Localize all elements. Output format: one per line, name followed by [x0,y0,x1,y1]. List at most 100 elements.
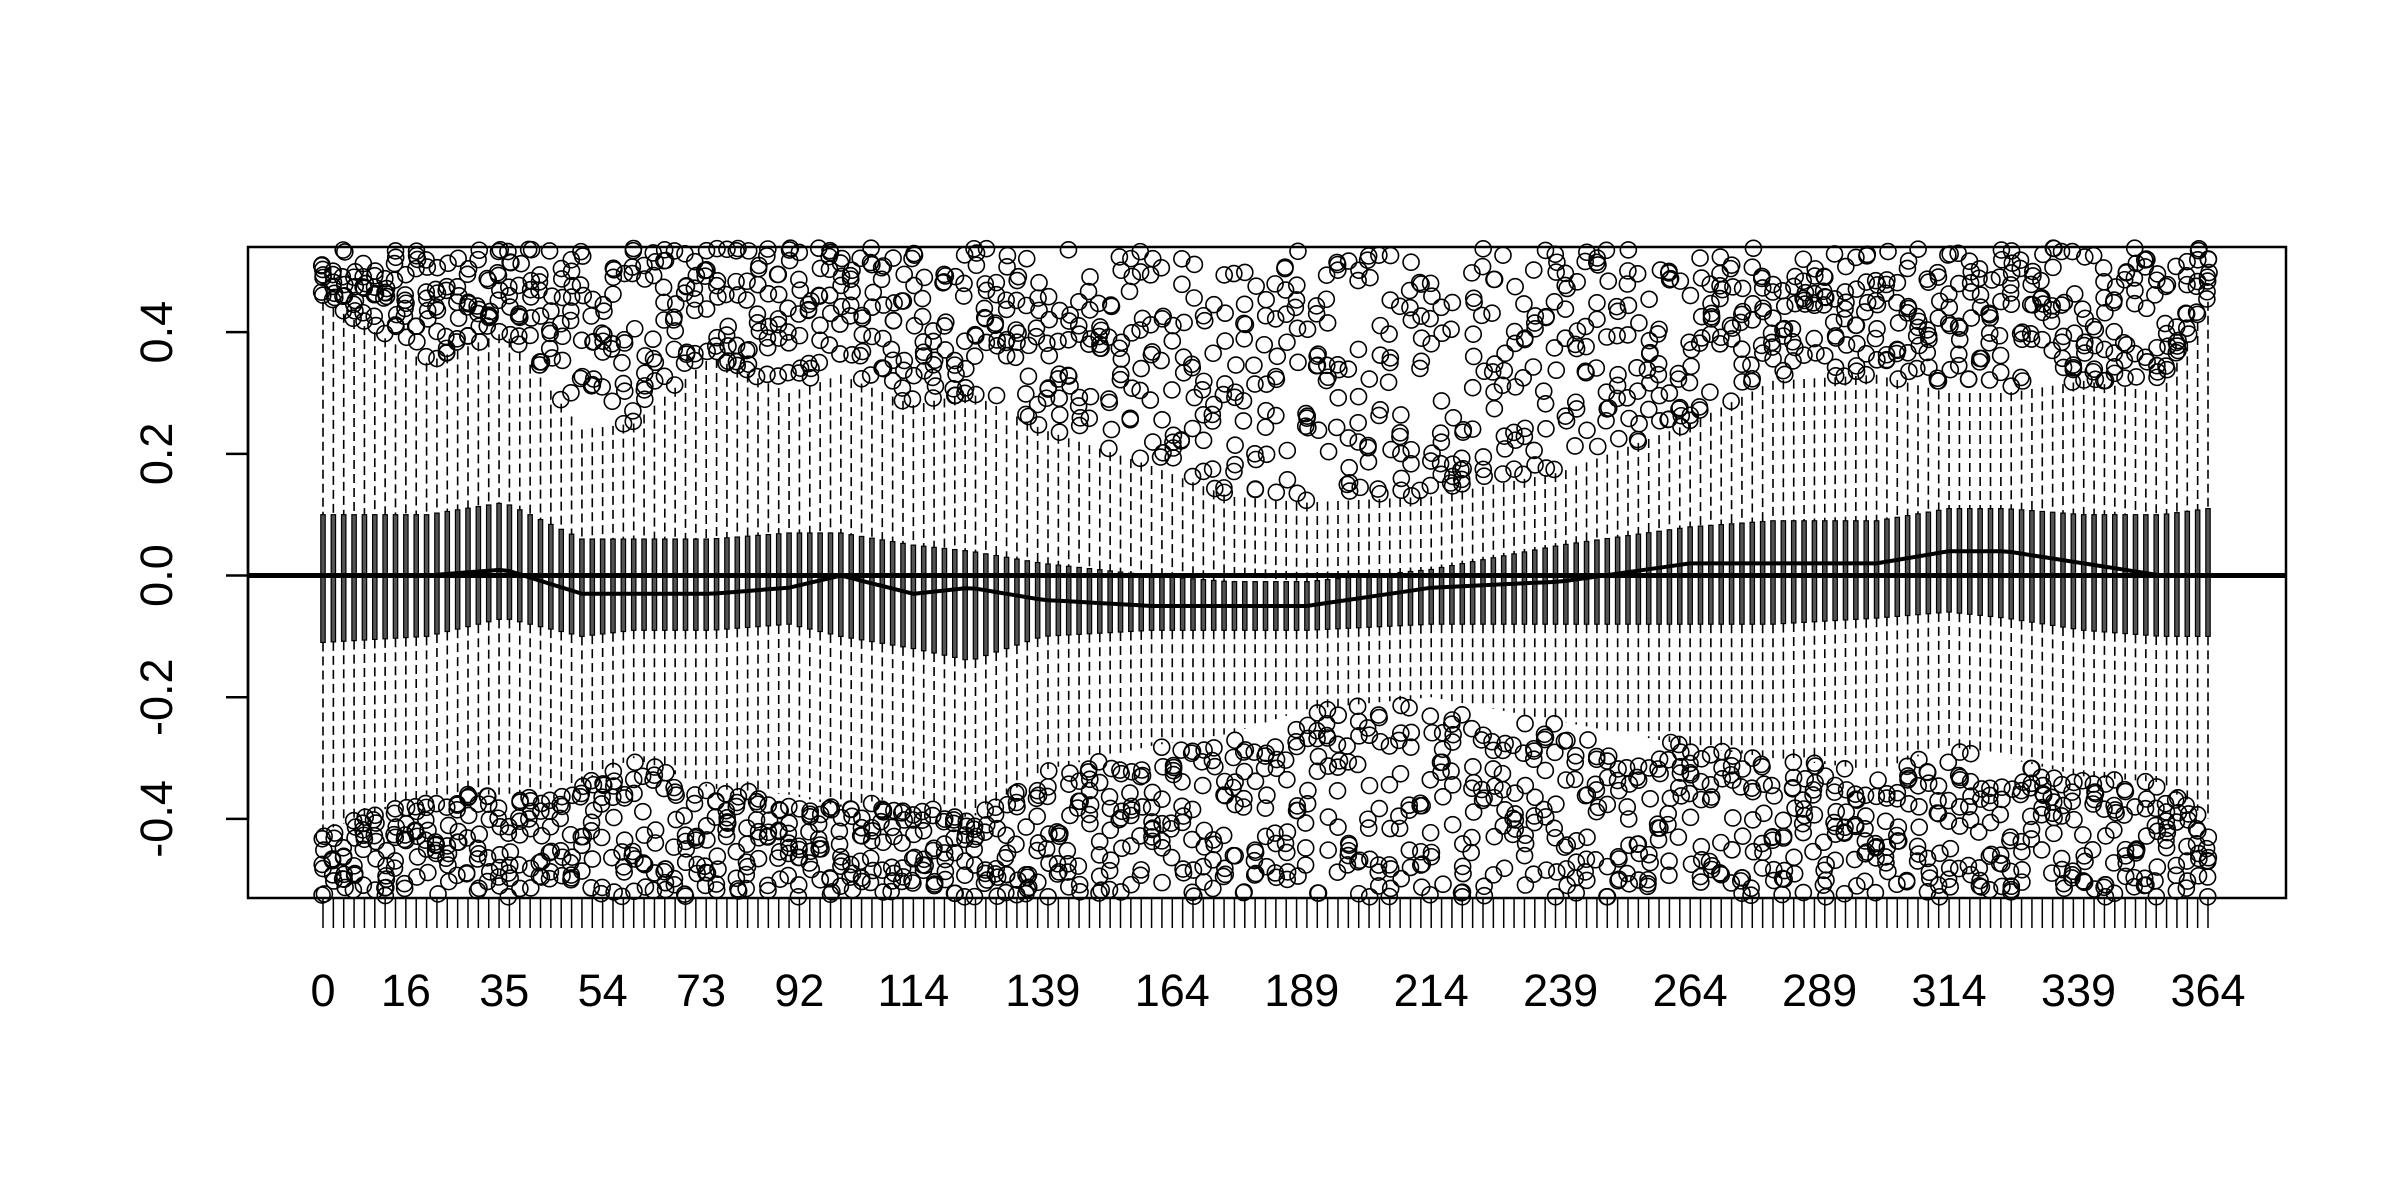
outlier-point [1868,351,1886,369]
outlier-point [1214,867,1233,886]
outlier-point [1328,758,1347,777]
outlier-point [1639,874,1657,893]
outlier-point [1268,347,1287,366]
outlier-point [956,384,974,403]
outlier-point [1214,385,1233,404]
outlier-point [501,843,520,861]
outlier-point [2065,810,2083,829]
outlier-point [852,869,871,887]
outlier-point [924,332,943,351]
outlier-point [1153,839,1172,857]
x-tick-label: 364 [2170,965,2245,1016]
outlier-point [1037,389,1056,408]
outlier-point [613,887,631,906]
outlier-point [1392,444,1410,463]
outlier-point [2199,828,2218,847]
outlier-point [791,281,810,300]
outlier-point [1267,406,1285,425]
outlier-point [1835,760,1854,778]
outlier-point [1443,815,1462,834]
outlier-point [1132,861,1150,879]
outlier-point [572,827,591,846]
outlier-point [1340,836,1358,855]
outlier-point [1246,843,1265,862]
outlier-point [1941,839,1960,858]
iqr-box [1563,543,1569,625]
outlier-point [448,277,467,296]
outlier-point [438,837,457,855]
outlier-point [1339,252,1358,270]
box-day-170 [1200,486,1207,738]
outlier-point [2125,269,2144,287]
outlier-point [1681,411,1699,430]
outlier-point [1225,462,1243,481]
box-day-342 [2091,382,2097,778]
outlier-point [1785,864,1804,883]
outlier-point [872,258,891,277]
outlier-point [1992,250,2011,269]
outlier-point [509,276,528,295]
outlier-point [1338,856,1357,874]
outlier-point [842,855,860,874]
outlier-point [1296,417,1315,435]
outlier-point [1876,848,1895,866]
outlier-point [2075,248,2094,266]
box-day-126 [972,395,979,816]
outlier-point [655,367,674,386]
box-day-36 [506,338,513,794]
outlier-point [1102,420,1121,439]
outlier-point [2033,798,2051,817]
outlier-point [553,351,572,370]
outlier-point [1713,769,1732,788]
outlier-point [1587,359,1606,377]
outlier-point [1234,798,1253,816]
outlier-point [2127,254,2146,273]
box-day-90 [786,393,792,795]
outlier-point [1173,275,1191,294]
outlier-point [551,795,570,814]
outlier-point [1411,796,1429,815]
outlier-point [1733,827,1752,845]
outlier-point [987,273,1006,292]
outlier-point [1164,449,1182,467]
outlier-point [1069,316,1088,335]
outlier-point [1027,789,1046,808]
outlier-point [1444,408,1463,427]
outlier-point [1888,341,1907,360]
outlier-point [1328,781,1347,800]
box-day-218 [1449,492,1455,702]
outlier-point [1431,424,1450,442]
outlier-point [563,276,582,295]
outlier-point [923,806,942,825]
outlier-point [717,285,735,304]
iqr-box [1159,575,1165,631]
outlier-point [625,784,643,803]
outlier-point [1972,790,1990,808]
outlier-point [1888,783,1907,802]
outlier-point [1721,259,1740,278]
outlier-point [687,827,706,846]
outlier-point [1485,270,1504,289]
outlier-point [594,775,612,793]
box-day-28 [465,346,471,795]
box-day-364 [2205,301,2211,819]
outlier-point [2063,869,2081,887]
outlier-point [624,412,643,431]
outlier-point [1402,253,1420,272]
outlier-point [2198,290,2216,308]
outlier-point [1910,818,1929,836]
outlier-point [1421,309,1439,328]
outlier-point [885,801,903,820]
outlier-point [1981,813,2000,832]
outlier-point [852,818,871,837]
outlier-point [1506,277,1524,296]
outlier-point [1795,346,1813,364]
outlier-point [1288,319,1307,338]
outlier-point [967,256,986,275]
outlier-point [1123,267,1142,286]
outlier-point [1794,272,1812,291]
outlier-point [1807,344,1825,362]
outlier-point [1700,852,1719,871]
outlier-point [417,347,435,366]
box-day-166 [1179,478,1186,742]
